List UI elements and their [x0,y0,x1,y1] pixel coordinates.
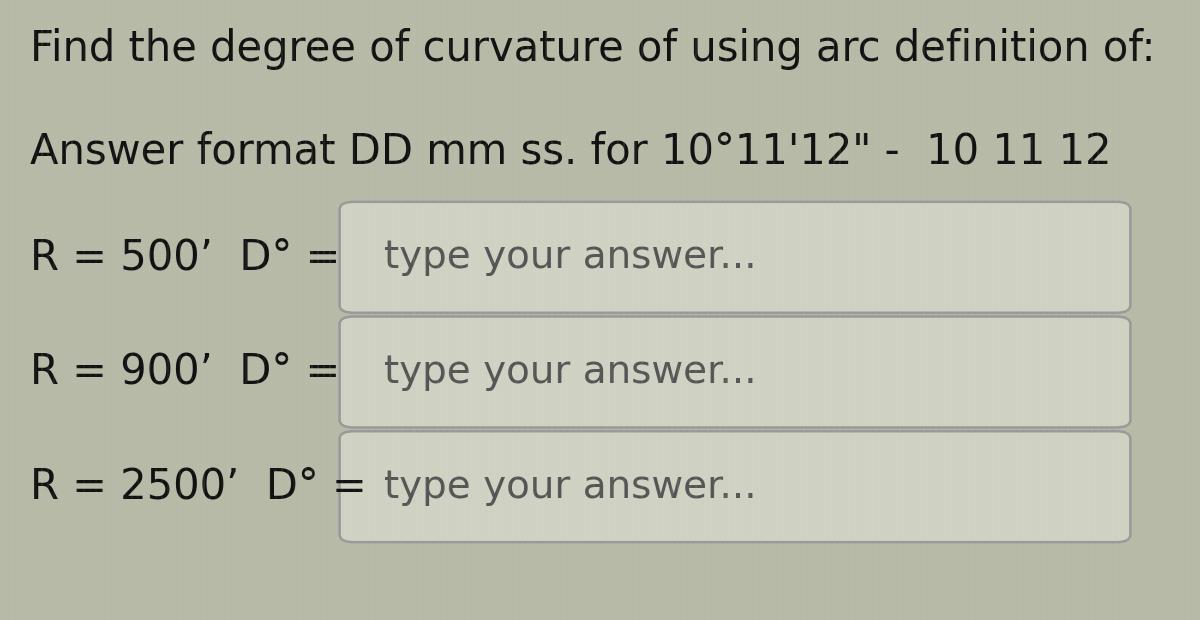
FancyBboxPatch shape [340,432,1130,542]
Text: Answer format DD mm ss. for 10°11'12" -  10 11 12: Answer format DD mm ss. for 10°11'12" - … [30,130,1111,172]
Text: R = 2500’  D° =: R = 2500’ D° = [30,466,367,508]
FancyBboxPatch shape [340,202,1130,313]
Text: Find the degree of curvature of using arc definition of:: Find the degree of curvature of using ar… [30,28,1156,70]
Text: R = 500’  D° =: R = 500’ D° = [30,236,341,278]
Text: R = 900’  D° =: R = 900’ D° = [30,351,341,393]
Text: type your answer...: type your answer... [384,353,757,391]
FancyBboxPatch shape [340,316,1130,428]
Text: type your answer...: type your answer... [384,238,757,277]
Text: type your answer...: type your answer... [384,467,757,506]
